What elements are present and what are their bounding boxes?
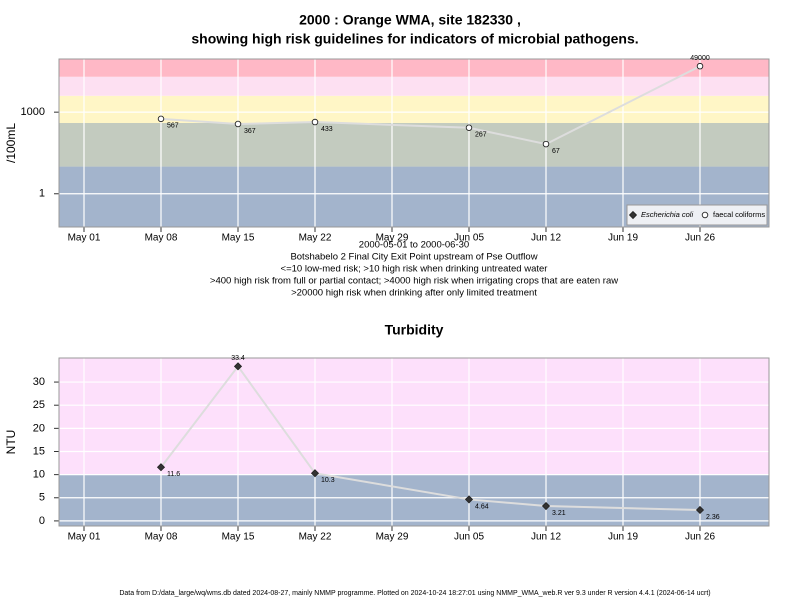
data-point bbox=[464, 495, 474, 504]
y-tick-label: 5 bbox=[39, 492, 45, 504]
y-tick-label: 15 bbox=[33, 445, 45, 457]
value-label: 433 bbox=[321, 126, 333, 133]
x-tick-label: May 15 bbox=[222, 532, 255, 543]
y-tick-label: 25 bbox=[33, 399, 45, 411]
y-tick-label: 1 bbox=[39, 188, 45, 200]
value-label: 67 bbox=[552, 148, 560, 155]
risk-band bbox=[59, 59, 769, 77]
y-tick-label: 20 bbox=[33, 422, 45, 434]
y-tick-label: 0 bbox=[39, 515, 45, 527]
data-point bbox=[156, 463, 166, 472]
note: >400 high risk from full or partial cont… bbox=[210, 276, 618, 287]
x-tick-label: Jun 19 bbox=[608, 233, 638, 244]
data-point bbox=[696, 62, 704, 70]
x-tick-label: May 15 bbox=[222, 233, 255, 244]
data-point bbox=[234, 120, 242, 128]
data-point bbox=[695, 505, 705, 515]
value-label: 3.21 bbox=[552, 510, 566, 517]
risk-band bbox=[59, 95, 769, 123]
x-tick-label: Jun 12 bbox=[531, 233, 561, 244]
risk-band bbox=[59, 76, 769, 96]
chart-title: Turbidity bbox=[385, 322, 444, 338]
x-tick-label: May 22 bbox=[299, 532, 332, 543]
x-tick-label: Jun 26 bbox=[685, 532, 715, 543]
data-point bbox=[233, 362, 243, 371]
footer: Data from D:/data_large/wq/wms.db dated … bbox=[119, 590, 710, 597]
legend-marker bbox=[628, 210, 638, 220]
data-point bbox=[465, 124, 473, 132]
y-axis-label: /100mL bbox=[4, 123, 18, 163]
x-tick-label: May 01 bbox=[68, 233, 101, 244]
legend-label: faecal coliforms bbox=[713, 210, 765, 219]
note: >20000 high risk when drinking after onl… bbox=[291, 288, 537, 299]
plot-frame bbox=[58, 58, 770, 228]
note: 2000-05-01 to 2000-06-30 bbox=[359, 240, 469, 251]
data-point bbox=[310, 469, 320, 478]
series-line bbox=[160, 364, 701, 511]
x-tick-label: Jun 26 bbox=[685, 233, 715, 244]
value-label: 11.6 bbox=[167, 471, 180, 478]
x-tick-label: May 22 bbox=[299, 233, 332, 244]
y-axis-label: NTU bbox=[4, 430, 18, 455]
data-point bbox=[157, 115, 165, 123]
x-tick-label: May 29 bbox=[376, 532, 409, 543]
legend-box bbox=[626, 204, 768, 226]
risk-band bbox=[59, 474, 769, 526]
value-label: 267 bbox=[475, 132, 487, 139]
x-tick-label: May 29 bbox=[376, 233, 409, 244]
legend-label: Escherichia coli bbox=[641, 210, 693, 219]
value-label: 2.36 bbox=[706, 514, 720, 521]
data-point bbox=[311, 118, 319, 126]
x-tick-label: Jun 12 bbox=[531, 532, 561, 543]
note: <=10 low-med risk; >10 high risk when dr… bbox=[281, 264, 548, 275]
value-label: 10.3 bbox=[321, 477, 335, 484]
plot-frame bbox=[58, 357, 770, 527]
series-line bbox=[160, 65, 701, 146]
data-point bbox=[541, 501, 551, 511]
x-tick-label: Jun 19 bbox=[608, 532, 638, 543]
y-tick-label: 10 bbox=[33, 469, 45, 481]
x-tick-label: May 08 bbox=[145, 532, 178, 543]
x-tick-label: Jun 05 bbox=[454, 233, 484, 244]
value-label: 367 bbox=[244, 128, 256, 135]
value-label: 49000 bbox=[690, 55, 710, 62]
value-label: 567 bbox=[167, 123, 179, 130]
value-label: 33.4 bbox=[231, 355, 245, 362]
value-label: 4.64 bbox=[475, 503, 489, 510]
note: Botshabelo 2 Final City Exit Point upstr… bbox=[290, 252, 537, 263]
title: 2000 : Orange WMA, site 182330 , bbox=[299, 12, 521, 28]
data-point bbox=[542, 140, 550, 148]
y-tick-label: 1000 bbox=[21, 106, 45, 118]
y-tick-label: 30 bbox=[33, 376, 45, 388]
legend-marker bbox=[701, 211, 709, 219]
x-tick-label: May 01 bbox=[68, 532, 101, 543]
title: showing high risk guidelines for indicat… bbox=[191, 31, 638, 47]
risk-band bbox=[59, 122, 769, 167]
x-tick-label: May 08 bbox=[145, 233, 178, 244]
risk-band bbox=[59, 358, 769, 475]
x-tick-label: Jun 05 bbox=[454, 532, 484, 543]
